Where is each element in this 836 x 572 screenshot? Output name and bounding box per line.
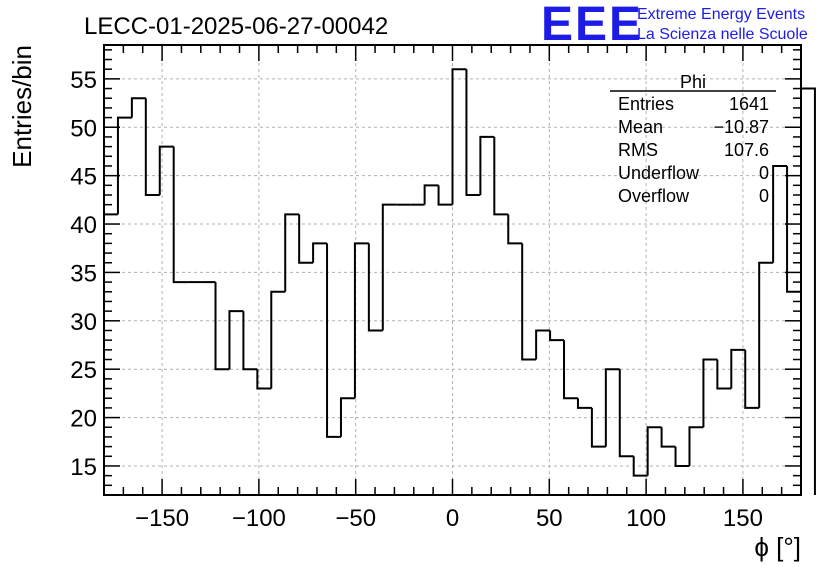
eee-logo: EEE <box>541 0 643 51</box>
stats-rows: Entries 1641 Mean −10.87 RMS 107.6 Underflow 0 O… <box>618 94 769 206</box>
bin-9 <box>228 310 244 370</box>
bin-18 <box>353 242 369 399</box>
bin-30 <box>521 243 537 361</box>
bin-19 <box>367 243 383 332</box>
histogram-bins <box>103 68 816 495</box>
stats-label: RMS <box>618 140 658 160</box>
stats-title: Phi <box>680 72 706 92</box>
stats-value: −10.87 <box>713 117 769 137</box>
stats-value: 107.6 <box>724 140 769 160</box>
bin-13 <box>284 213 300 292</box>
y-tick-label: 15 <box>70 454 97 481</box>
bin-34 <box>576 398 592 409</box>
bin-41 <box>674 446 690 467</box>
bin-46 <box>744 349 760 409</box>
bin-33 <box>563 340 578 400</box>
bin-20 <box>381 203 397 331</box>
bin-12 <box>270 290 286 389</box>
bin-25 <box>451 68 467 205</box>
bin-44 <box>716 359 732 390</box>
bin-24 <box>437 185 453 206</box>
bin-23 <box>423 184 439 205</box>
bin-28 <box>493 136 509 216</box>
bin-26 <box>465 69 481 196</box>
bin-37 <box>618 369 634 458</box>
bin-8 <box>214 282 230 371</box>
bin-0 <box>103 213 118 495</box>
brand-line-1: Extreme Energy Events <box>637 6 805 23</box>
tick-labels: −150 −100 −50 0 50 100 150 15 20 25 30 35 40 45 50 55 <box>70 67 763 532</box>
bin-1 <box>116 116 132 215</box>
bin-36 <box>604 368 620 447</box>
y-tick-label: 35 <box>70 260 97 287</box>
bin-38 <box>632 456 648 477</box>
x-tick-label: 100 <box>626 505 666 532</box>
bin-31 <box>535 329 551 360</box>
y-tick-label: 55 <box>70 67 97 94</box>
bin-39 <box>646 426 662 476</box>
y-tick-label: 30 <box>70 309 97 336</box>
axes <box>103 44 802 496</box>
x-tick-label: −100 <box>232 505 286 532</box>
x-tick-label: −150 <box>135 505 189 532</box>
x-tick-label: 50 <box>536 505 563 532</box>
bin-3 <box>144 98 160 196</box>
brand-line-2: La Scienza nelle Scuole <box>637 26 808 43</box>
bin-48 <box>772 164 788 263</box>
bin-4 <box>158 145 174 195</box>
bin-43 <box>702 358 718 428</box>
bin-40 <box>660 427 676 448</box>
run-title: LECC-01-2025-06-27-00042 <box>84 13 388 40</box>
stats-label: Entries <box>618 94 674 114</box>
bin-27 <box>479 135 495 195</box>
bin-14 <box>298 214 314 264</box>
bin-10 <box>242 311 258 371</box>
bin-16 <box>326 243 341 438</box>
bin-2 <box>130 97 146 118</box>
stats-label: Overflow <box>618 186 690 206</box>
stats-label: Underflow <box>618 163 700 183</box>
bin-42 <box>688 426 704 466</box>
bin-11 <box>256 369 272 390</box>
y-tick-label: 25 <box>70 357 97 384</box>
bin-29 <box>507 214 523 245</box>
y-tick-label: 50 <box>70 115 97 142</box>
x-tick-label: 150 <box>723 505 763 532</box>
bin-45 <box>730 348 746 389</box>
stats-box: Phi Entries 1641 Mean −10.87 RMS 107.6 Underfl… <box>610 72 776 206</box>
x-tick-label: −50 <box>335 505 376 532</box>
y-axis-label: Entries/bin <box>7 45 37 168</box>
x-tick-label: 0 <box>446 505 459 532</box>
bin-5 <box>172 146 188 284</box>
bin-50 <box>800 87 816 495</box>
stats-value: 0 <box>759 186 769 206</box>
y-tick-label: 45 <box>70 164 97 191</box>
bin-15 <box>312 242 328 263</box>
bin-35 <box>590 407 606 448</box>
stats-value: 1641 <box>729 94 769 114</box>
stats-value: 0 <box>759 163 769 183</box>
y-tick-label: 40 <box>70 212 97 239</box>
x-axis-label: ϕ [°] <box>754 532 801 562</box>
bin-32 <box>549 330 565 342</box>
bin-17 <box>339 397 355 437</box>
y-tick-label: 20 <box>70 406 97 433</box>
stats-label: Mean <box>618 117 663 137</box>
bin-47 <box>758 261 774 408</box>
